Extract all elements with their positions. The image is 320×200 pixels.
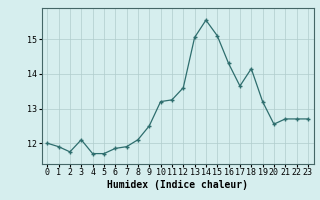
X-axis label: Humidex (Indice chaleur): Humidex (Indice chaleur) [107,180,248,190]
